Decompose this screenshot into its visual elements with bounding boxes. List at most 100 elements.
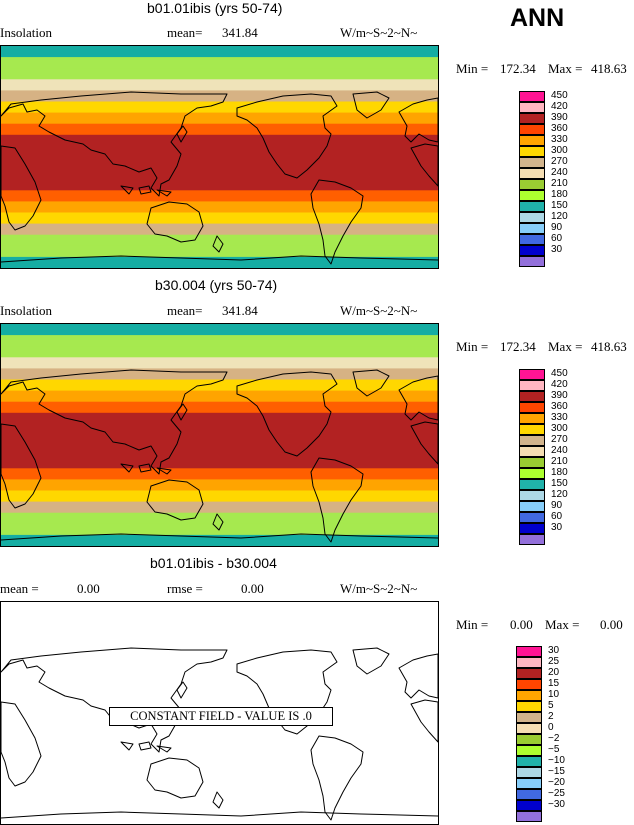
colorbar-swatch [519,468,545,479]
coastline [352,369,390,397]
colorbar-tick-label: 90 [551,500,563,511]
colorbar-tick-label: 30 [551,522,563,533]
insolation-band [1,68,438,80]
colorbar-swatch [516,646,542,657]
colorbar-tick-label: 15 [548,678,560,689]
colorbar-swatch [519,501,545,512]
panel-1-min-label: Min = [456,61,489,76]
insolation-band [1,401,438,414]
coastline [1,533,438,541]
coastline [176,125,188,143]
coastline [410,699,438,743]
insolation-band [1,168,438,180]
colorbar-swatch [516,800,542,811]
colorbar-swatch [516,734,542,745]
insolation-band [1,534,438,546]
panel-1-mean-value: 341.84 [222,25,258,40]
colorbar-swatch [516,789,542,800]
insolation-band [1,357,438,369]
colorbar-tick-label: 150 [551,478,568,489]
coastline [398,375,438,421]
colorbar-tick-label: 270 [551,434,568,445]
coastline [120,741,134,751]
colorbar-tick-label: 450 [551,368,568,379]
insolation-band [1,423,438,436]
panel-1-max-label: Max = [548,61,583,76]
colorbar-swatch [519,523,545,534]
colorbar-swatch [519,402,545,413]
insolation-band [1,324,438,336]
colorbar-tick-label: 90 [551,222,563,233]
panel-3-rmse-label: rmse = [167,581,203,596]
panel-2-max-value: 418.63 [591,339,627,354]
panel-2-mean-value: 341.84 [222,303,258,318]
panel-2-min-label: Min = [456,339,489,354]
colorbar-tick-label: −15 [548,766,565,777]
colorbar-swatch [519,124,545,135]
colorbar-tick-label: 210 [551,456,568,467]
colorbar-swatch [519,391,545,402]
coastline [156,467,172,475]
insolation-band [1,201,438,214]
colorbar-tick-label: 300 [551,145,568,156]
colorbar-tick-label: 420 [551,101,568,112]
colorbar-swatch [516,767,542,778]
panel-1-min-value: 172.34 [500,61,536,76]
colorbar-tick-label: 60 [551,233,563,244]
colorbar-tick-label: −30 [548,799,565,810]
coastline [138,463,152,473]
insolation-band [1,212,438,225]
colorbar-swatch [519,245,545,256]
coastline [212,235,224,253]
colorbar-swatch [516,811,542,822]
colorbar-tick-label: 240 [551,167,568,178]
colorbar-tick-label: 30 [548,645,560,656]
colorbar-tick-label: 60 [551,511,563,522]
colorbar-tick-label: 420 [551,379,568,390]
colorbar-swatch [516,701,542,712]
insolation-band [1,46,438,58]
insolation-band [1,446,438,458]
insolation-band [1,112,438,125]
colorbar-swatch [519,168,545,179]
colorbar-tick-label: 20 [548,667,560,678]
coastline [310,735,364,821]
insolation-band [1,379,438,392]
colorbar-swatch [519,157,545,168]
panel-1-map [0,45,439,269]
insolation-band [1,412,438,425]
panel-1-field-label: Insolation [0,25,52,40]
coastline [398,97,438,143]
colorbar-tick-label: 30 [551,244,563,255]
coastline [212,513,224,531]
insolation-band [1,134,438,147]
insolation-band [1,479,438,492]
colorbar-tick-label: 120 [551,489,568,500]
insolation-band [1,346,438,358]
colorbar-tick-label: 180 [551,189,568,200]
colorbar-swatch [519,380,545,391]
colorbar-tick-label: 270 [551,156,568,167]
panel-1-map-svg [1,46,438,268]
colorbar-tick-label: −25 [548,788,565,799]
coastline [138,741,152,751]
colorbar-swatch [519,91,545,102]
coastline [352,91,390,119]
insolation-band [1,256,438,268]
colorbar-tick-label: 390 [551,112,568,123]
coastline [1,255,438,263]
colorbar-swatch [519,212,545,223]
colorbar-tick-label: 300 [551,423,568,434]
colorbar-swatch [516,657,542,668]
panel-2-field-label: Insolation [0,303,52,318]
colorbar-swatch [516,679,542,690]
panel-3-mean-label: mean = [0,581,39,596]
season-label: ANN [510,4,565,32]
panel-1-units: W/m~S~2~N~ [340,25,418,40]
panel-3-max-label: Max = [545,617,580,632]
insolation-band [1,190,438,202]
insolation-band [1,435,438,447]
colorbar-tick-label: 150 [551,200,568,211]
coastline [410,143,438,187]
coastline [1,811,438,819]
